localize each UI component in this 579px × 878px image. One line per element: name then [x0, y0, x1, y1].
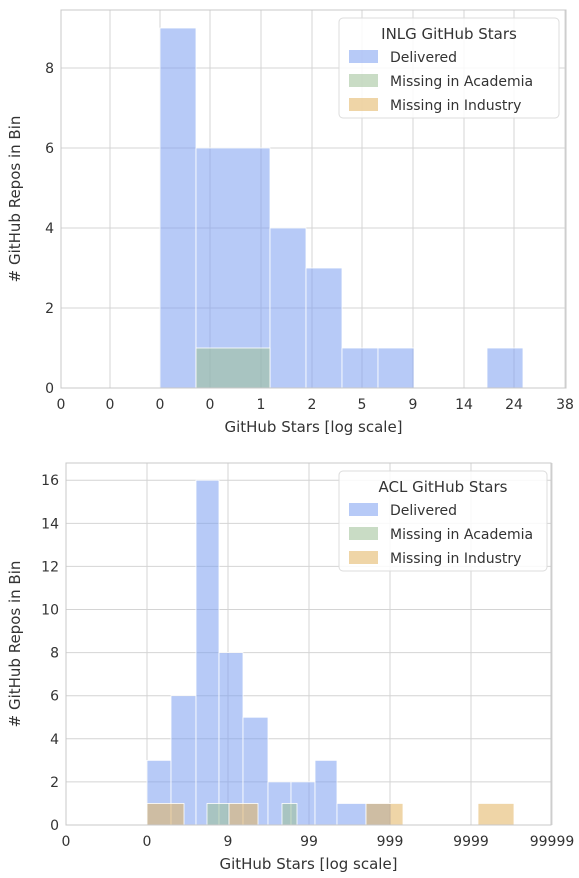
bar-delivered	[195, 479, 220, 826]
bar-missing-in-academia	[281, 803, 298, 826]
legend-label: Delivered	[390, 50, 457, 66]
bar-missing-in-industry	[365, 803, 404, 826]
bar-delivered	[336, 803, 367, 826]
y-axis-label: # GitHub Repos in Bin	[6, 116, 24, 283]
x-tick-label: 0	[143, 834, 152, 850]
bar-delivered	[218, 652, 244, 826]
x-tick-label: 2	[308, 397, 317, 413]
y-tick-label: 10	[41, 603, 59, 619]
bar-delivered	[159, 27, 197, 389]
y-axis-label: # GitHub Repos in Bin	[6, 561, 24, 728]
legend-swatch	[349, 50, 378, 63]
legend-swatch	[349, 551, 378, 564]
x-tick-label: 0	[106, 397, 115, 413]
legend-title: ACL GitHub Stars	[379, 478, 508, 496]
bar-missing-in-industry	[146, 803, 185, 826]
x-axis-label: GitHub Stars [log scale]	[224, 418, 402, 436]
legend-label: Delivered	[390, 503, 457, 519]
bar-missing-in-industry	[477, 803, 515, 826]
legend-swatch	[349, 503, 378, 516]
x-tick-label: 99	[300, 834, 318, 850]
x-tick-label: 9999	[453, 834, 489, 850]
y-tick-label: 4	[45, 221, 54, 237]
x-tick-label: 24	[505, 397, 523, 413]
legend-swatch	[349, 98, 378, 111]
legend-box	[338, 17, 560, 119]
bar-delivered	[377, 347, 415, 389]
x-tick-label: 0	[57, 397, 66, 413]
x-tick-label: 999	[377, 834, 404, 850]
x-tick-label: 1	[257, 397, 266, 413]
x-tick-label: 99999	[530, 834, 575, 850]
y-tick-label: 2	[50, 775, 59, 791]
y-tick-label: 14	[41, 516, 59, 532]
bar-delivered	[341, 347, 379, 389]
y-tick-label: 6	[45, 141, 54, 157]
plot-frame	[60, 9, 567, 389]
x-tick-label: 9	[409, 397, 418, 413]
x-tick-label: 0	[156, 397, 165, 413]
legend-label: Missing in Academia	[390, 74, 533, 90]
legend-label: Missing in Industry	[390, 551, 521, 567]
bar-missing-in-academia	[195, 347, 271, 389]
x-tick-label: 38	[556, 397, 574, 413]
legend-swatch	[349, 527, 378, 540]
x-tick-label: 0	[206, 397, 215, 413]
bar-delivered	[305, 267, 343, 389]
legend-label: Missing in Academia	[390, 527, 533, 543]
bar-missing-in-industry	[228, 803, 259, 826]
y-tick-label: 4	[50, 732, 59, 748]
y-tick-label: 12	[41, 559, 59, 575]
y-tick-label: 6	[50, 689, 59, 705]
bar-delivered	[314, 759, 338, 826]
x-tick-label: 5	[358, 397, 367, 413]
legend-title: INLG GitHub Stars	[381, 25, 517, 43]
y-tick-label: 0	[45, 381, 54, 397]
x-tick-label: 9	[224, 834, 233, 850]
x-axis-label: GitHub Stars [log scale]	[219, 855, 397, 873]
y-tick-label: 16	[41, 473, 59, 489]
legend-swatch	[349, 74, 378, 87]
legend-label: Missing in Industry	[390, 98, 521, 114]
plot-frame	[65, 462, 552, 826]
bar-delivered	[269, 227, 307, 389]
x-tick-label: 0	[62, 834, 71, 850]
y-tick-label: 0	[50, 818, 59, 834]
bar-delivered	[486, 347, 524, 389]
y-tick-label: 8	[50, 646, 59, 662]
bar-missing-in-academia	[206, 803, 230, 826]
y-tick-label: 8	[45, 61, 54, 77]
x-tick-label: 14	[455, 397, 473, 413]
legend-box	[338, 470, 548, 572]
y-tick-label: 2	[45, 301, 54, 317]
